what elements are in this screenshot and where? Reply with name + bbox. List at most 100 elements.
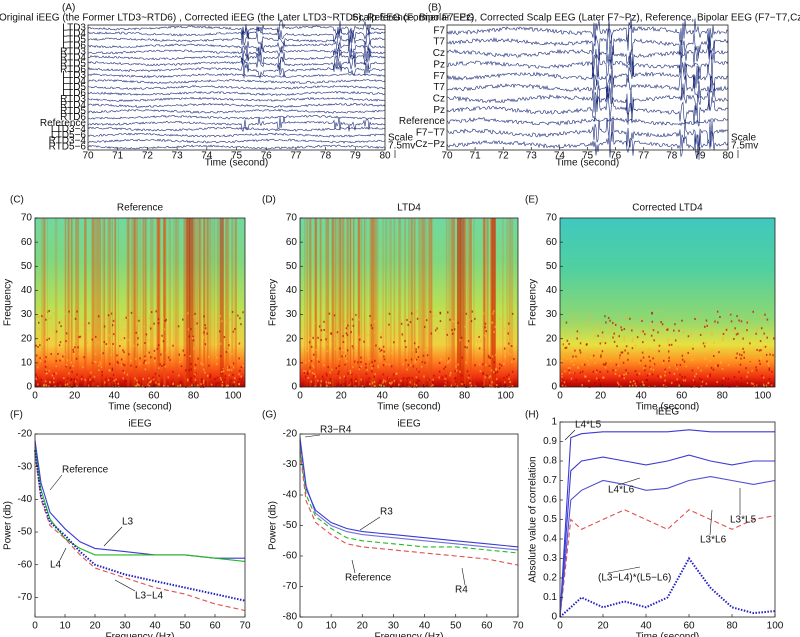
spectrogram-speck <box>611 383 614 386</box>
series-line <box>34 450 246 602</box>
panel-label: (G) <box>262 410 276 421</box>
spectrogram-speck <box>338 370 340 373</box>
spectrogram-speck <box>330 332 332 335</box>
spectrogram-stripe <box>325 218 329 387</box>
spectrogram-speck <box>659 375 662 378</box>
spectrogram-speck <box>576 330 579 333</box>
channel-label: LTD4 <box>62 29 86 40</box>
spectrogram-speck <box>135 365 138 368</box>
x-axis-label: Time (second) <box>636 632 700 637</box>
series-line <box>559 556 776 618</box>
spectrogram-speck <box>714 354 717 357</box>
spectrogram-speck <box>109 312 111 315</box>
x-tick-label: 30 <box>388 621 400 632</box>
spectrogram-speck <box>345 332 348 335</box>
spectrogram-speck <box>758 349 761 352</box>
spectrogram-speck <box>233 381 235 384</box>
spectrogram-speck <box>239 369 241 372</box>
spectrogram-speck <box>324 334 327 337</box>
annotation-arrow <box>607 566 641 574</box>
x-tick-label: 100 <box>754 391 771 402</box>
spectrogram-speck <box>320 380 323 383</box>
spectrogram-speck <box>361 353 364 356</box>
x-tick-label: 0 <box>557 391 563 402</box>
spectrogram-speck <box>368 357 371 360</box>
spectrogram-stripe <box>225 218 228 387</box>
annotation-arrow <box>304 434 321 438</box>
spectrogram-speck <box>651 320 654 323</box>
spectrogram-speck <box>323 320 325 323</box>
y-tick-label: -70 <box>18 592 33 603</box>
spectrogram-speck <box>740 357 742 360</box>
spectrogram-speck <box>122 349 124 352</box>
spectrogram-speck <box>157 344 160 347</box>
spectrogram-speck <box>736 352 738 355</box>
spectrogram-speck <box>493 371 495 374</box>
spectrogram-speck <box>209 376 211 379</box>
spectrogram-speck <box>642 330 644 333</box>
spectrogram-speck <box>202 381 205 384</box>
spectrogram-stripe <box>331 218 335 387</box>
spectrogram-speck <box>368 377 371 380</box>
spectrogram-speck <box>39 357 41 360</box>
annotation-arrow <box>59 547 67 561</box>
spectrogram-speck <box>200 383 202 386</box>
x-axis-label: Time (second) <box>556 158 620 169</box>
spectrogram-speck <box>325 372 328 375</box>
spectrogram-stripe <box>126 218 129 387</box>
spectrogram-speck <box>592 328 595 331</box>
spectrogram-stripe <box>198 218 201 387</box>
spectrogram-stripe <box>156 218 159 387</box>
spectrogram-speck <box>96 383 99 386</box>
spectrogram-speck <box>623 336 625 339</box>
spectrogram-stripe <box>54 218 58 387</box>
plot-frame <box>299 433 519 618</box>
spectrogram-speck <box>406 319 408 322</box>
spectrogram-speck <box>47 310 49 313</box>
spectrogram-speck <box>634 382 636 385</box>
spectrogram-speck <box>313 375 315 378</box>
spectrogram-speck <box>652 329 655 332</box>
spectrogram-speck <box>318 347 320 350</box>
spectrogram-speck <box>186 312 189 315</box>
spectrogram-speck <box>642 356 645 359</box>
spectrogram-speck <box>721 380 724 383</box>
spectrogram-speck <box>406 345 408 348</box>
spectrogram-speck <box>120 338 123 341</box>
spectrogram-speck <box>350 379 352 382</box>
spectrogram-speck <box>483 334 486 337</box>
spectrogram-speck <box>195 318 198 321</box>
spectrogram-stripe <box>186 218 191 387</box>
spectrogram-speck <box>379 380 382 383</box>
spectrogram-speck <box>347 324 349 327</box>
spectrogram-speck <box>350 378 352 381</box>
spectrogram-speck <box>165 318 167 321</box>
spectrogram-speck <box>599 326 602 329</box>
spectrogram-stripe <box>136 218 138 387</box>
spectrogram-stripe <box>470 218 472 387</box>
spectrogram-speck <box>456 385 459 388</box>
channel-label: F7 <box>433 71 445 82</box>
spectrogram-stripe <box>114 218 116 387</box>
spectrogram-speck <box>342 341 345 344</box>
panel-label: (E) <box>525 195 538 206</box>
spectrogram-speck <box>44 380 47 383</box>
spectrogram-speck <box>153 322 155 325</box>
eeg-trace <box>87 126 386 132</box>
spectrogram-speck <box>80 378 83 381</box>
spectrogram-speck <box>687 351 689 354</box>
spectrogram-speck <box>309 370 311 373</box>
spectrogram-stripe <box>156 218 160 387</box>
spectrogram-speck <box>640 359 642 362</box>
spectrogram-speck <box>452 320 454 323</box>
spectrogram-speck <box>493 331 495 334</box>
spectrogram-speck <box>338 364 340 367</box>
spectrogram-speck <box>506 375 508 378</box>
spectrogram-speck <box>756 328 759 331</box>
spectrogram-speck <box>57 352 59 355</box>
spectrogram-speck <box>667 343 670 346</box>
spectrogram-speck <box>343 382 345 385</box>
spectrogram-speck <box>752 382 754 385</box>
spectrogram-speck <box>73 383 75 386</box>
spectrogram-speck <box>454 370 456 373</box>
